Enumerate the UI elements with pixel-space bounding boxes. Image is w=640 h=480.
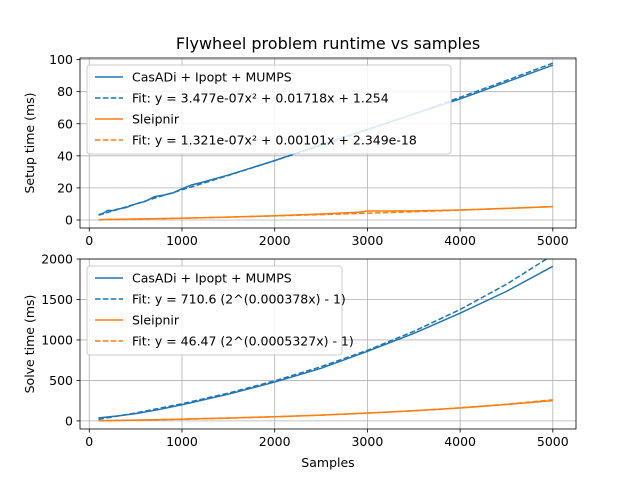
- legend-box: [86, 64, 452, 155]
- x-tick-label: 5000: [537, 233, 569, 248]
- x-tick-label: 3000: [351, 233, 383, 248]
- legend-label: Sleipnir: [132, 112, 180, 127]
- x-tick-label: 3000: [351, 434, 383, 449]
- legend-label: Fit: y = 46.47 (2^(0.0005327x) - 1): [132, 334, 354, 349]
- legend-label: Fit: y = 3.477e-07x² + 0.01718x + 1.254: [132, 91, 389, 106]
- y-tick-label: 60: [57, 116, 73, 131]
- axes-frame: [79, 57, 577, 229]
- y-tick-label: 80: [57, 84, 73, 99]
- y-tick-label: 2000: [41, 252, 73, 267]
- series-group: [98, 259, 554, 422]
- y-tick-label: 500: [49, 373, 73, 388]
- legend-label: Fit: y = 1.321e-07x² + 0.00101x + 2.349e…: [132, 133, 417, 148]
- x-tick-label: 5000: [537, 434, 569, 449]
- y-tick-label: 1000: [41, 332, 73, 347]
- x-tick-label: 2000: [259, 233, 291, 248]
- y-tick-label: 40: [57, 148, 73, 163]
- chart-title: Flywheel problem runtime vs samples: [176, 34, 480, 53]
- setup-time-panel: 0 1000 2000 3000 4000 5000 0 20 40 60 80 100 Setup t…: [22, 52, 577, 248]
- y-tick-label: 100: [49, 52, 73, 67]
- y-tick-label: 1500: [41, 292, 73, 307]
- x-tick-label: 4000: [444, 233, 476, 248]
- legend: CasADi + Ipopt + MUMPS Fit: y = 710.6 (2^…: [86, 265, 354, 356]
- x-tick-label: 2000: [259, 434, 291, 449]
- solve-time-panel: 0 1000 2000 3000 4000 5000 0 500 1000 1500 2000 Sol…: [22, 252, 577, 470]
- x-tick-label: 1000: [166, 233, 198, 248]
- y-axis-label: Solve time (ms): [22, 295, 37, 394]
- x-tick-label: 4000: [444, 434, 476, 449]
- y-tick-label: 20: [57, 180, 73, 195]
- y-tick-label: 0: [65, 212, 73, 227]
- series-line-3: [98, 205, 553, 221]
- legend-label: Sleipnir: [132, 313, 180, 328]
- x-tick-label: 0: [85, 434, 93, 449]
- y-tick-label: 0: [65, 413, 73, 428]
- legend-label: CasADi + Ipopt + MUMPS: [132, 271, 292, 286]
- legend-label: Fit: y = 710.6 (2^(0.000378x) - 1): [132, 292, 346, 307]
- x-axis-label: Samples: [301, 455, 354, 470]
- ticks: 0 1000 2000 3000 4000 5000 0 20 40 60 80 100: [49, 52, 569, 248]
- series-line-1: [98, 259, 548, 421]
- x-tick-label: 1000: [166, 434, 198, 449]
- ticks: 0 1000 2000 3000 4000 5000 0 500 1000 1500 2000: [41, 252, 569, 450]
- legend-label: CasADi + Ipopt + MUMPS: [132, 70, 292, 85]
- y-axis-label: Setup time (ms): [22, 92, 37, 193]
- legend: CasADi + Ipopt + MUMPS Fit: y = 3.477e-07…: [86, 64, 452, 155]
- legend-box: [86, 265, 343, 356]
- series-line-3: [98, 399, 553, 422]
- axes-frame: [79, 258, 577, 430]
- x-tick-label: 0: [85, 233, 93, 248]
- series-line-0: [98, 265, 554, 419]
